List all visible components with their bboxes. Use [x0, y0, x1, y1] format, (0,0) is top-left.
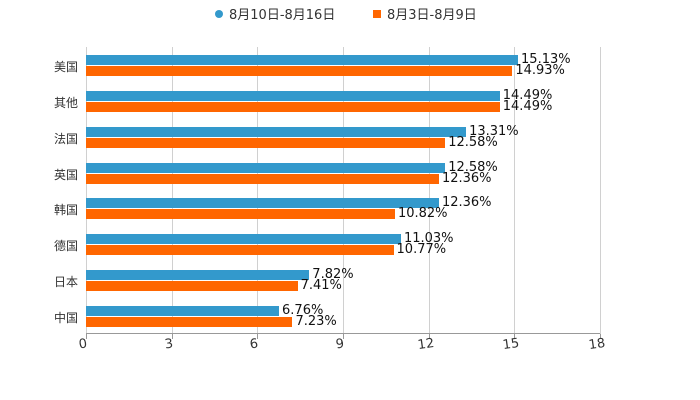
x-tick: [86, 334, 87, 339]
category-label: 德国: [53, 239, 78, 254]
category-label: 韩国: [53, 203, 78, 218]
category-label: 中国: [53, 311, 78, 326]
bar[interactable]: [86, 209, 395, 220]
bar-value-label: 12.36%: [441, 195, 492, 211]
legend-label: 8月3日-8月9日: [387, 8, 477, 23]
bar[interactable]: [86, 270, 310, 281]
category-label: 美国: [53, 59, 78, 74]
x-tick-label: 18: [587, 335, 607, 354]
bar[interactable]: [86, 54, 519, 65]
gridline: [600, 47, 601, 334]
legend-square-icon: [373, 9, 381, 18]
x-tick: [600, 334, 601, 339]
bar-value-label: 7.23%: [295, 314, 337, 330]
category-label: 其他: [53, 95, 78, 110]
x-tick: [343, 334, 344, 339]
bar-value-label: 12.36%: [441, 170, 492, 186]
x-axis-line: [86, 333, 600, 334]
bar-value-label: 10.82%: [397, 206, 448, 222]
legend-label: 8月10日-8月16日: [229, 8, 336, 23]
bar[interactable]: [86, 173, 439, 184]
bar-value-label: 12.58%: [448, 134, 498, 150]
category-label: 英国: [53, 167, 78, 182]
legend-circle-icon: [215, 9, 223, 18]
gridline: [343, 47, 344, 334]
x-tick: [171, 334, 173, 339]
bar[interactable]: [86, 65, 513, 76]
gridline: [171, 47, 173, 334]
bar-value-label: 6.76%: [282, 303, 324, 319]
bar-value-label: 10.77%: [396, 242, 447, 258]
bar-value-label: 13.31%: [469, 123, 519, 139]
gridline: [514, 47, 516, 334]
x-tick: [257, 334, 259, 339]
bar[interactable]: [86, 281, 298, 292]
category-label: 日本: [53, 275, 78, 290]
category-label: 法国: [53, 131, 78, 146]
x-tick: [428, 334, 430, 339]
bar[interactable]: [86, 137, 446, 148]
bar[interactable]: [86, 306, 280, 317]
bar-value-label: 15.13%: [521, 51, 571, 67]
plot-area: 15.13% 14.93% 14.49% 14.49% 13.31% 12.58% 12.5…: [86, 47, 601, 339]
bar-value-label: 7.82%: [312, 267, 354, 283]
bar-value-label: 12.58%: [448, 159, 498, 175]
gridline: [428, 47, 430, 334]
legend-item-series-1[interactable]: 8月10日-8月16日: [215, 4, 335, 23]
bar-value-label: 7.41%: [300, 278, 342, 294]
gridline: [86, 47, 87, 334]
bar[interactable]: [86, 245, 394, 256]
bar-value-label: 14.93%: [515, 62, 565, 78]
bar[interactable]: [86, 234, 401, 245]
bar-value-label: 14.49%: [502, 87, 553, 103]
legend-item-series-2[interactable]: 8月3日-8月9日: [373, 4, 477, 23]
x-tick: [514, 334, 516, 339]
x-tick-label: 3: [163, 336, 174, 353]
bar[interactable]: [86, 90, 500, 101]
bar-value-label: 11.03%: [403, 231, 454, 247]
x-tick-label: 12: [416, 335, 435, 354]
bar[interactable]: [86, 126, 467, 137]
bar[interactable]: [86, 101, 500, 112]
gridline: [257, 47, 259, 334]
bar-value-label: 14.49%: [502, 98, 553, 114]
bar[interactable]: [86, 162, 446, 173]
bar[interactable]: [86, 317, 293, 328]
chart-legend: 8月10日-8月16日 8月3日-8月9日: [0, 4, 700, 23]
x-tick-label: 15: [502, 335, 521, 354]
bar[interactable]: [86, 198, 439, 209]
